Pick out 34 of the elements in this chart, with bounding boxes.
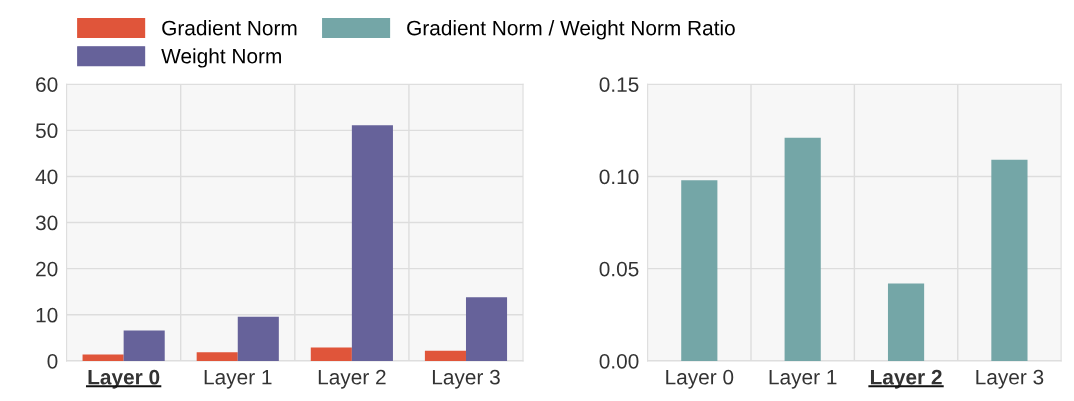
y-tick-label: 0.00 <box>599 353 639 369</box>
y-tick-label: 0 <box>47 353 58 369</box>
bar <box>351 125 393 361</box>
x-tick-label: Layer 0 <box>666 369 734 389</box>
y-tick-label: 10 <box>36 307 58 323</box>
y-tick-label: 30 <box>35 215 58 231</box>
y-tick-label: 40 <box>35 169 58 185</box>
x-tick-label: Layer 1 <box>769 370 837 389</box>
bar <box>237 316 279 361</box>
legend-label: Gradient Norm <box>162 20 297 36</box>
y-tick-label: 0.15 <box>599 77 639 92</box>
y-tick-label: 0.10 <box>599 169 639 185</box>
y-tick-label: 0.05 <box>599 261 639 277</box>
y-tick-label: 50 <box>35 123 58 139</box>
bar <box>465 297 508 361</box>
bar <box>310 347 352 361</box>
x-tick-label: Layer 0 <box>88 369 160 389</box>
x-tick-label: Layer 1 <box>204 370 272 389</box>
bar <box>424 350 466 361</box>
bar <box>681 180 718 361</box>
bar <box>123 330 165 361</box>
x-tick-label: Layer 3 <box>976 369 1044 389</box>
bar <box>991 159 1028 361</box>
bar <box>887 283 925 361</box>
bar <box>82 354 124 361</box>
y-tick-label: 20 <box>36 261 58 277</box>
x-tick-label: Layer 2 <box>318 369 386 389</box>
bar <box>784 137 821 361</box>
legend-label: Gradient Norm / Weight Norm Ratio <box>407 20 735 40</box>
y-tick-label: 60 <box>36 77 58 92</box>
x-tick-label: Layer 3 <box>432 369 500 389</box>
bar <box>196 352 238 361</box>
legend-label: Weight Norm <box>161 48 281 68</box>
x-tick-label: Layer 2 <box>870 369 942 389</box>
